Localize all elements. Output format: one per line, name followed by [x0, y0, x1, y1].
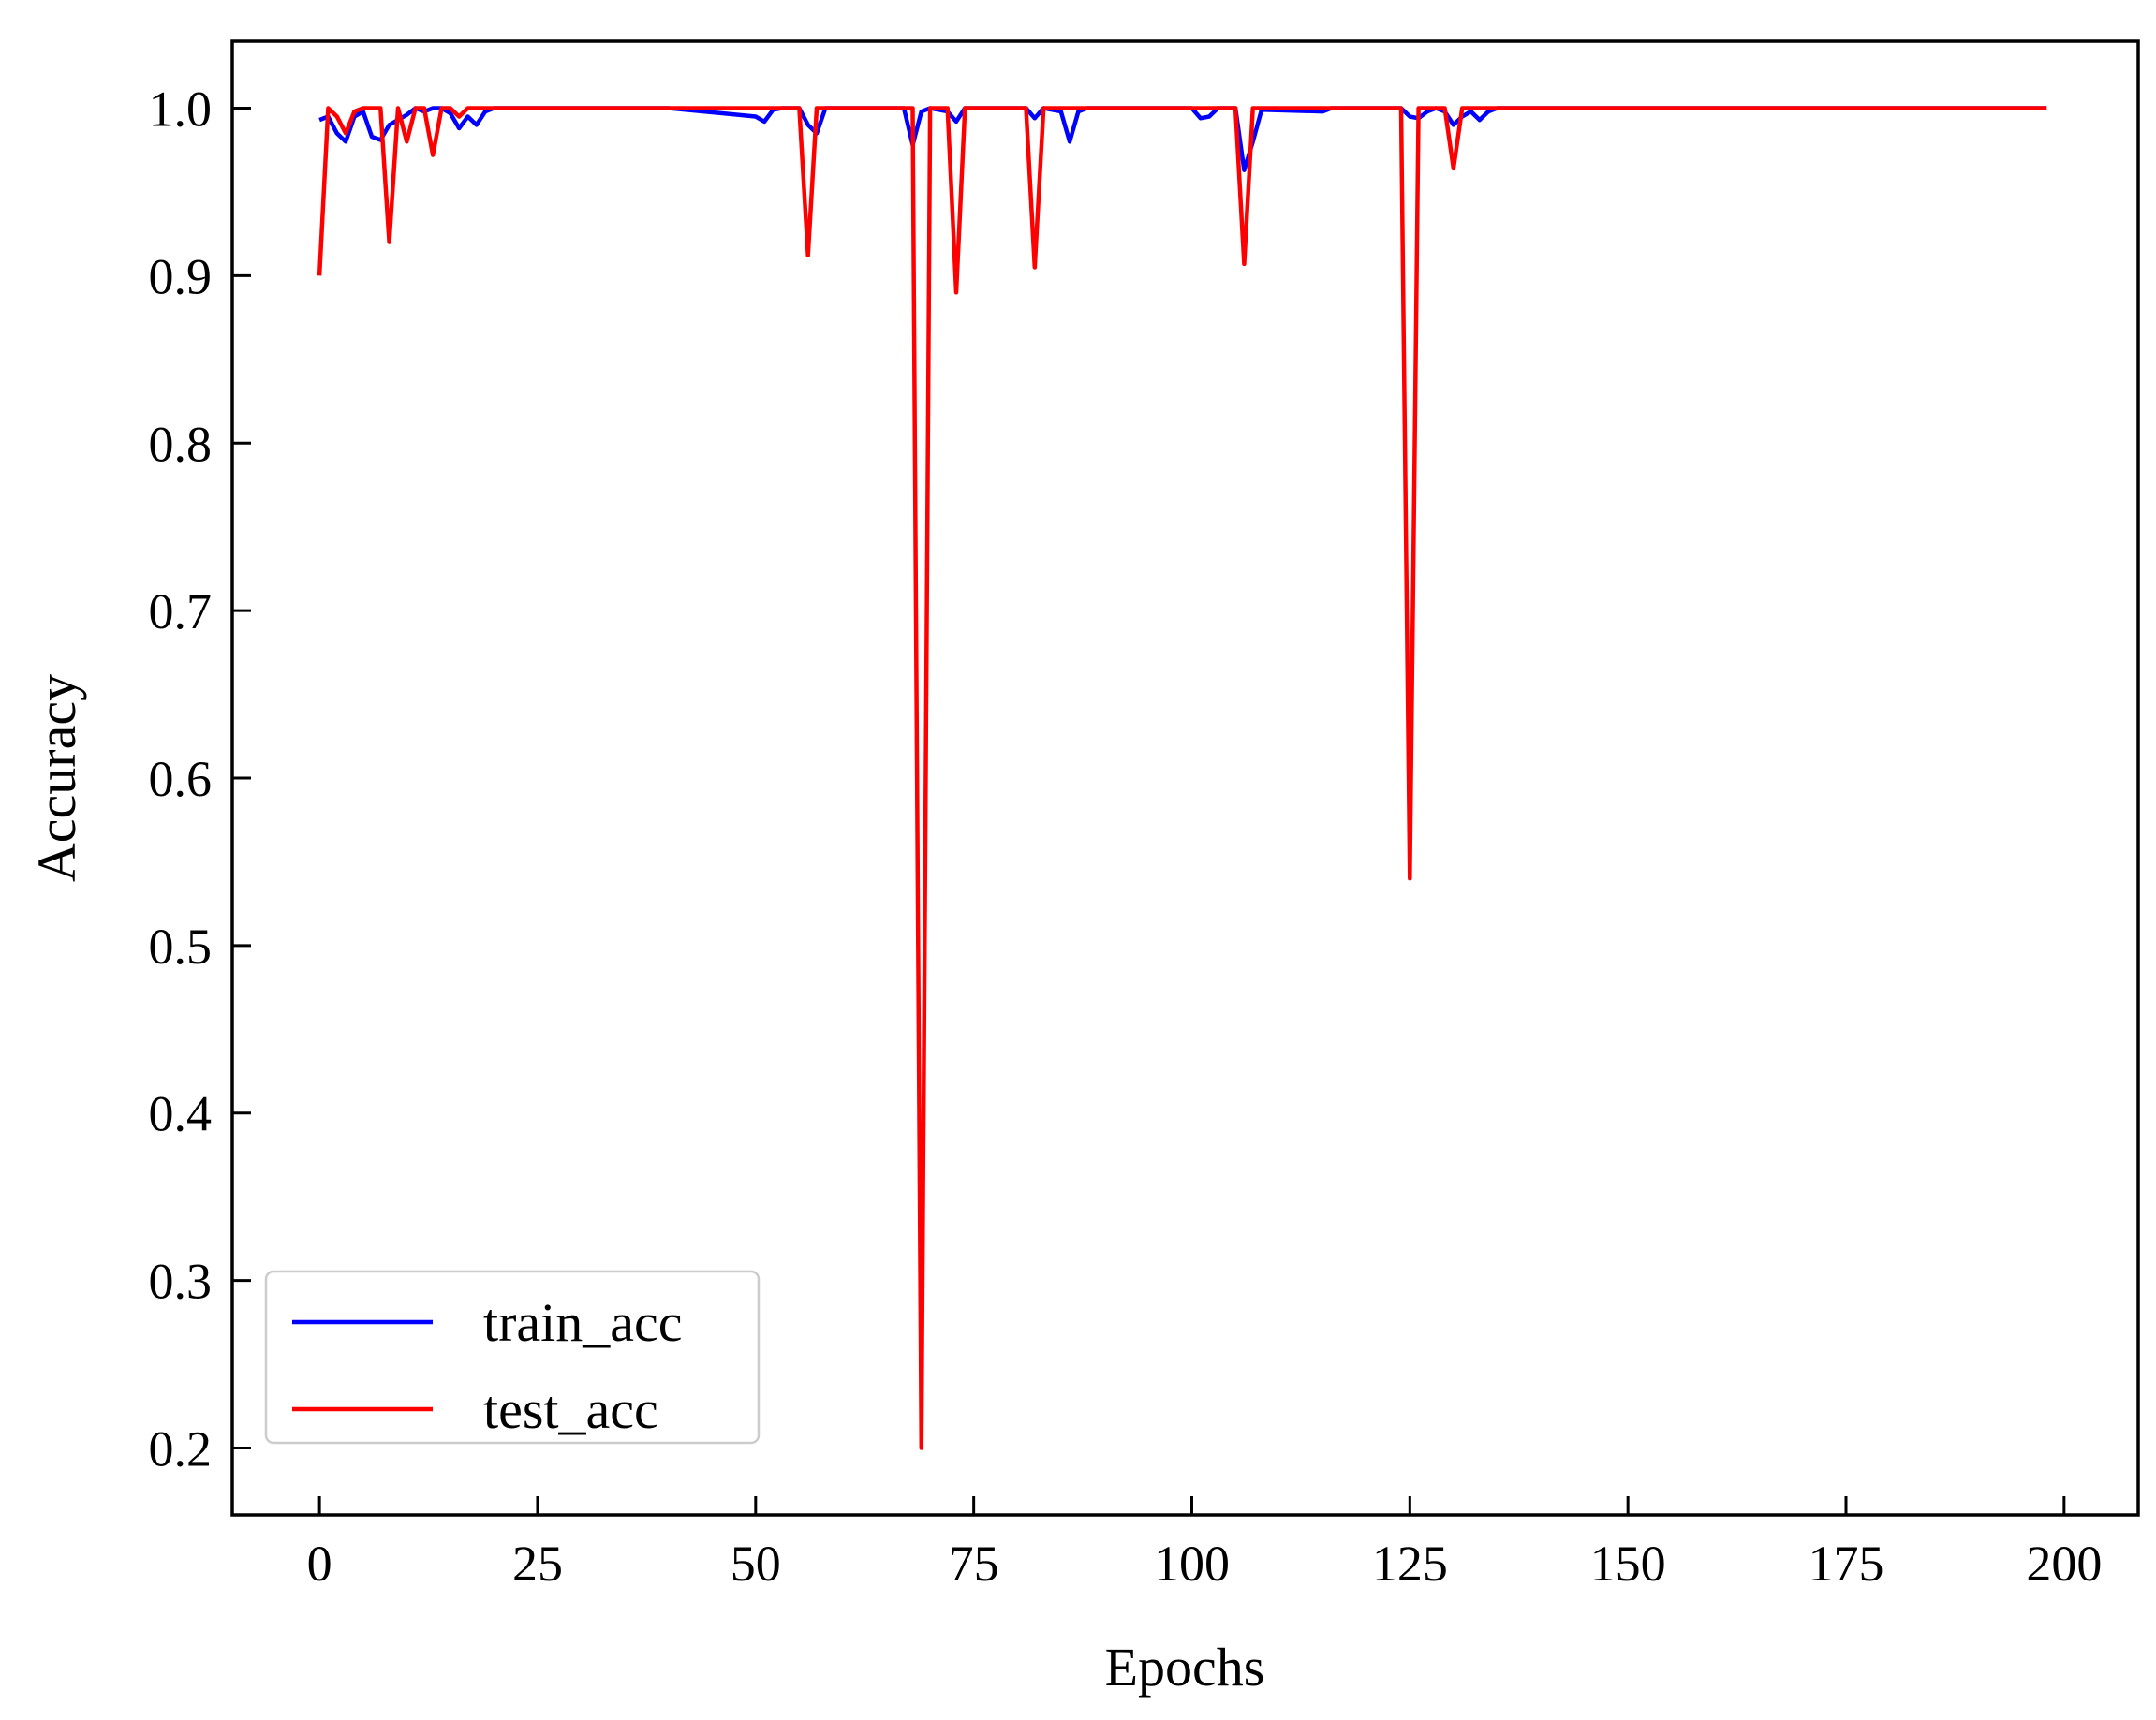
axes-frame: [230, 39, 2140, 1517]
series-layer: [317, 106, 2047, 1450]
x-tick-label: 150: [1590, 1536, 1666, 1592]
legend-label-test-acc: test_acc: [483, 1379, 658, 1440]
y-tick-label: 0.8: [149, 416, 213, 472]
series-line-test-acc: [317, 106, 2047, 1450]
x-axis-title: Epochs: [1105, 1637, 1265, 1698]
y-tick-label: 0.3: [149, 1254, 213, 1310]
x-tick-label: 50: [731, 1536, 781, 1592]
legend: train_acc test_acc: [264, 1270, 761, 1445]
y-tick-label: 0.5: [149, 919, 213, 975]
y-axis-title: Accuracy: [26, 674, 87, 882]
legend-box: [264, 1270, 761, 1445]
x-tick-label: 175: [1808, 1536, 1883, 1592]
x-tick-label: 0: [307, 1536, 332, 1592]
series-line-train-acc: [318, 106, 2047, 172]
x-tick-label: 200: [2026, 1536, 2102, 1592]
y-tick-label: 0.2: [149, 1420, 213, 1477]
y-tick-label: 1.0: [149, 81, 213, 138]
y-tick-label: 0.9: [149, 248, 213, 304]
x-tick-label: 125: [1372, 1536, 1448, 1592]
x-tick-label: 25: [512, 1536, 563, 1592]
x-tick-label: 75: [949, 1536, 999, 1592]
legend-label-train-acc: train_acc: [483, 1292, 683, 1353]
y-tick-label: 0.7: [149, 583, 213, 639]
x-tick-label: 100: [1154, 1536, 1230, 1592]
y-tick-label: 0.4: [149, 1086, 213, 1142]
ticks-layer: 0 25 50 75 100 125 150 175 200 0.2 0.3 0.4 0.5 0.6 0.7…: [149, 81, 2103, 1592]
y-tick-label: 0.6: [149, 751, 213, 807]
